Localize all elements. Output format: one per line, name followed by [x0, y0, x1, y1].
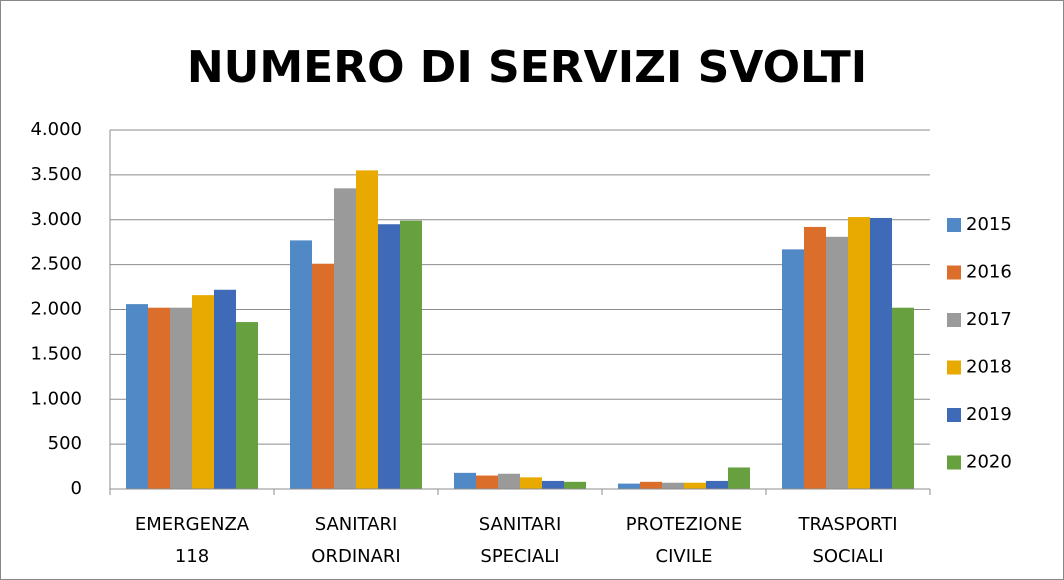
bar	[290, 240, 312, 489]
bar	[662, 482, 684, 489]
legend-swatch	[947, 313, 961, 327]
legend-label: 2019	[966, 404, 1012, 425]
bar	[706, 480, 728, 489]
bar	[498, 473, 520, 489]
bar	[618, 483, 640, 489]
bar	[334, 188, 356, 489]
y-tick-label: 500	[48, 433, 82, 454]
bar	[804, 226, 826, 489]
legend-swatch	[947, 408, 961, 422]
bar	[312, 263, 334, 489]
y-tick-label: 4.000	[30, 119, 82, 140]
y-tick-label: 0	[71, 478, 82, 499]
bar	[892, 307, 914, 489]
legend-label: 2020	[966, 452, 1012, 473]
y-tick-label: 1.000	[30, 388, 82, 409]
bar	[684, 482, 706, 489]
legend-label: 2016	[966, 262, 1012, 283]
bar	[848, 217, 870, 489]
x-tick-label: EMERGENZA 118	[135, 514, 250, 567]
bar	[870, 217, 892, 489]
chart-title: NUMERO DI SERVIZI SVOLTI	[187, 42, 867, 93]
y-tick-label: 1.500	[30, 343, 82, 364]
bar	[126, 304, 148, 489]
bar	[640, 481, 662, 489]
y-tick-label: 2.000	[30, 299, 82, 320]
y-tick-label: 3.500	[30, 164, 82, 185]
bar	[454, 472, 476, 489]
legend-label: 2017	[966, 309, 1012, 330]
bar	[728, 467, 750, 489]
x-tick-label: SANITARI ORDINARI	[311, 514, 400, 567]
bar	[520, 477, 542, 489]
bar	[192, 295, 214, 489]
bar	[400, 220, 422, 489]
bar	[378, 224, 400, 490]
legend-swatch	[947, 218, 961, 232]
bar	[782, 249, 804, 489]
bar	[542, 480, 564, 489]
legend-swatch	[947, 455, 961, 470]
legend-label: 2018	[966, 357, 1012, 378]
x-tick-label: TRASPORTI SOCIALI	[797, 514, 897, 567]
x-tick-label: SANITARI SPECIALI	[479, 514, 562, 567]
y-tick-label: 3.000	[30, 209, 82, 230]
bar	[564, 481, 586, 489]
x-tick-label: PROTEZIONE CIVILE	[626, 514, 743, 567]
bar	[170, 307, 192, 489]
legend-label: 2015	[966, 214, 1012, 235]
legend-swatch	[947, 265, 961, 280]
bar	[476, 475, 498, 489]
bar	[148, 307, 170, 489]
bar	[356, 170, 378, 489]
bar	[826, 236, 848, 489]
y-tick-label: 2.500	[30, 254, 82, 275]
bar	[214, 289, 236, 489]
bar	[236, 322, 258, 489]
legend-swatch	[947, 360, 961, 375]
